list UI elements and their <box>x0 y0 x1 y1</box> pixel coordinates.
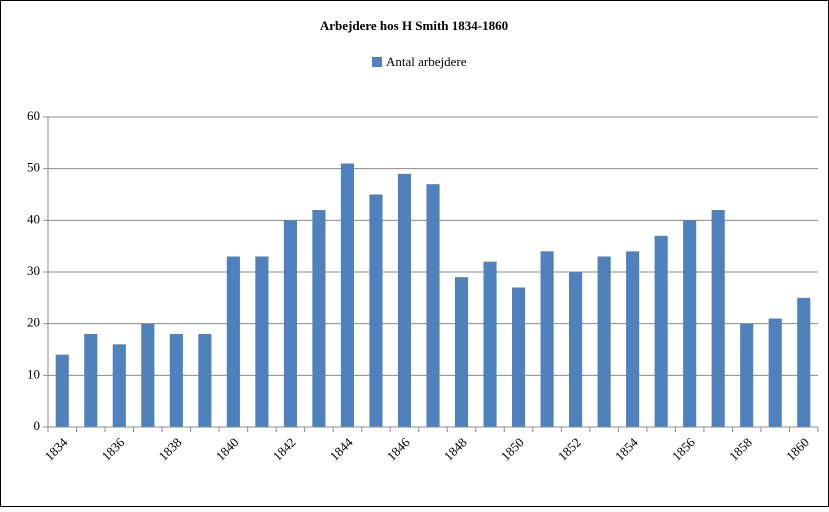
legend-swatch <box>372 57 382 67</box>
bar <box>340 163 355 427</box>
bar <box>540 251 554 427</box>
bar <box>55 354 69 427</box>
bar <box>397 173 412 427</box>
y-tick-label: 40 <box>27 211 40 226</box>
y-tick-label: 50 <box>27 160 40 175</box>
y-tick-label: 10 <box>27 366 40 381</box>
bar <box>454 277 469 427</box>
y-tick-label: 30 <box>27 263 40 278</box>
bar <box>511 287 526 427</box>
bar <box>283 220 297 427</box>
bar <box>369 194 383 427</box>
bar <box>112 344 126 427</box>
y-tick-label: 20 <box>27 315 40 330</box>
bar <box>255 256 269 427</box>
bar <box>797 297 811 427</box>
bar <box>768 318 782 427</box>
bar <box>312 210 326 427</box>
bar <box>654 235 668 427</box>
bar <box>141 323 155 427</box>
bar <box>711 210 725 427</box>
bar <box>483 261 497 427</box>
bar <box>597 256 611 427</box>
bar <box>740 323 754 427</box>
y-tick-label: 60 <box>27 108 40 123</box>
chart-title: Arbejdere hos H Smith 1834-1860 <box>320 18 508 33</box>
bar <box>683 220 697 427</box>
bar <box>569 272 583 427</box>
y-tick-label: 0 <box>34 418 41 433</box>
bar <box>198 334 212 427</box>
bar <box>626 251 640 427</box>
bar <box>169 334 183 427</box>
bar <box>426 184 440 427</box>
legend-label: Antal arbejdere <box>386 54 467 69</box>
bar <box>226 256 240 427</box>
bar <box>84 334 98 427</box>
